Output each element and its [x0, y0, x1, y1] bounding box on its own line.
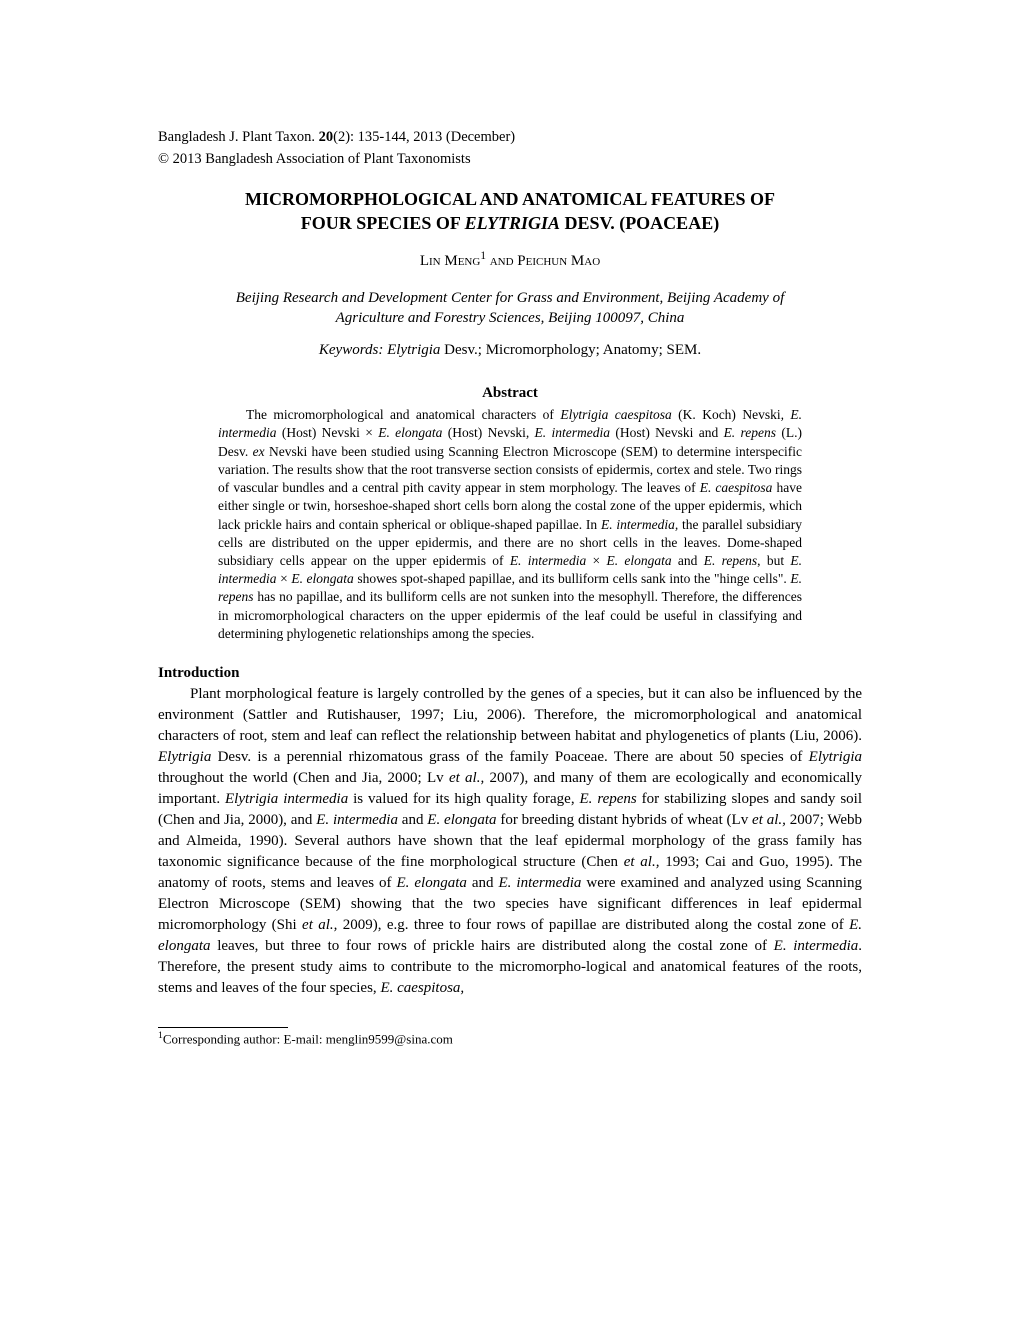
- journal-citation: Bangladesh J. Plant Taxon. 20(2): 135-14…: [158, 128, 862, 148]
- article-title: MICROMORPHOLOGICAL AND ANATOMICAL FEATUR…: [158, 187, 862, 236]
- affiliation: Beijing Research and Development Center …: [158, 288, 862, 329]
- page-root: Bangladesh J. Plant Taxon. 20(2): 135-14…: [0, 0, 1020, 1107]
- authors: Lin Meng1 and Peichun Mao: [158, 250, 862, 270]
- title-line-2: FOUR SPECIES OF ELYTRIGIA DESV. (POACEAE…: [158, 211, 862, 235]
- affiliation-line-2: Agriculture and Forestry Sciences, Beiji…: [158, 308, 862, 328]
- footnote-separator: [158, 1027, 288, 1028]
- title-line-1: MICROMORPHOLOGICAL AND ANATOMICAL FEATUR…: [158, 187, 862, 211]
- corresponding-author-footnote: 1Corresponding author: E-mail: menglin95…: [158, 1030, 862, 1047]
- abstract-body: The micromorphological and anatomical ch…: [218, 406, 802, 643]
- abstract-heading: Abstract: [158, 385, 862, 402]
- keywords: Keywords: Elytrigia Desv.; Micromorpholo…: [158, 342, 862, 359]
- copyright-line: © 2013 Bangladesh Association of Plant T…: [158, 150, 862, 170]
- introduction-body: Plant morphological feature is largely c…: [158, 684, 862, 999]
- affiliation-line-1: Beijing Research and Development Center …: [158, 288, 862, 308]
- introduction-heading: Introduction: [158, 665, 862, 682]
